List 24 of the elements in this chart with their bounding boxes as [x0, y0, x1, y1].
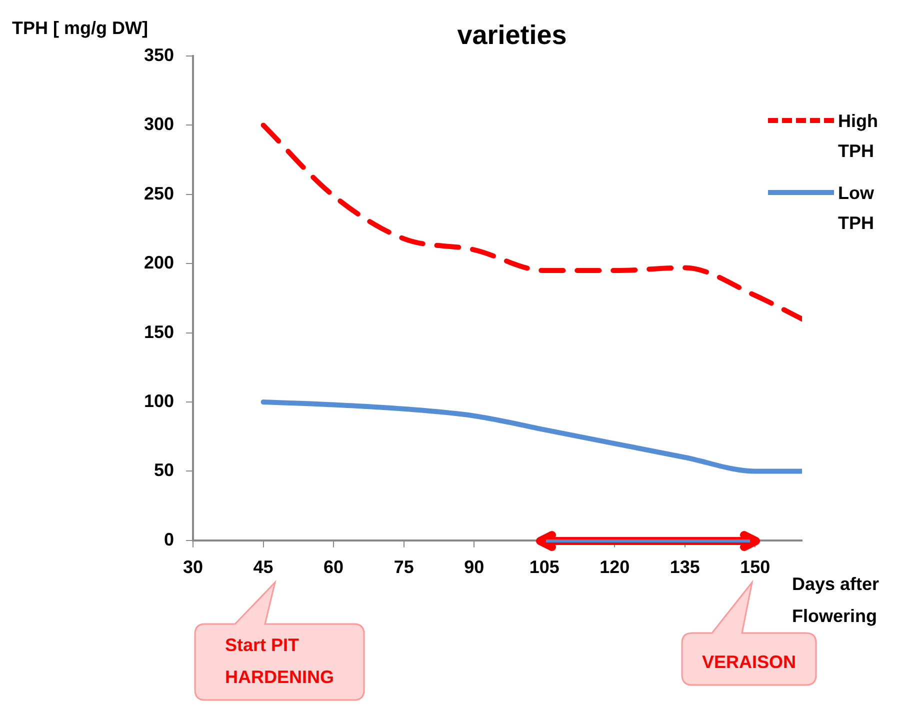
text: VERAISON	[702, 652, 796, 672]
y-tick-label: 100	[144, 390, 174, 411]
x-tick-label: 45	[253, 557, 274, 578]
x-tick-label: 60	[324, 557, 344, 578]
y-tick-label: 50	[154, 460, 174, 480]
x-tick-label: 120	[600, 557, 630, 578]
x-tick-label: 105	[529, 557, 560, 578]
legend-label: Low TPH	[838, 182, 875, 235]
y-tick-label: 150	[144, 322, 174, 342]
x-tick-label: 150	[740, 557, 770, 578]
x-tick-label: 75	[394, 557, 414, 578]
y-axis-title: TPH [ mg/g DW]	[12, 18, 148, 38]
x-tick-label: 90	[464, 557, 484, 578]
x-tick-label: 135	[670, 557, 700, 578]
chart-title: varieties	[457, 20, 567, 50]
x-axis-title: Days after Flowering	[792, 574, 880, 626]
legend-label: High TPH	[838, 110, 879, 163]
y-tick-label: 250	[144, 183, 174, 204]
x-tick-label: 30	[183, 557, 204, 578]
y-tick-label: 200	[144, 252, 174, 273]
y-tick-label: 0	[164, 529, 174, 550]
y-tick-label: 350	[144, 44, 174, 65]
y-tick-label: 300	[144, 114, 174, 134]
text: Start PIT HARDENING	[225, 634, 334, 687]
